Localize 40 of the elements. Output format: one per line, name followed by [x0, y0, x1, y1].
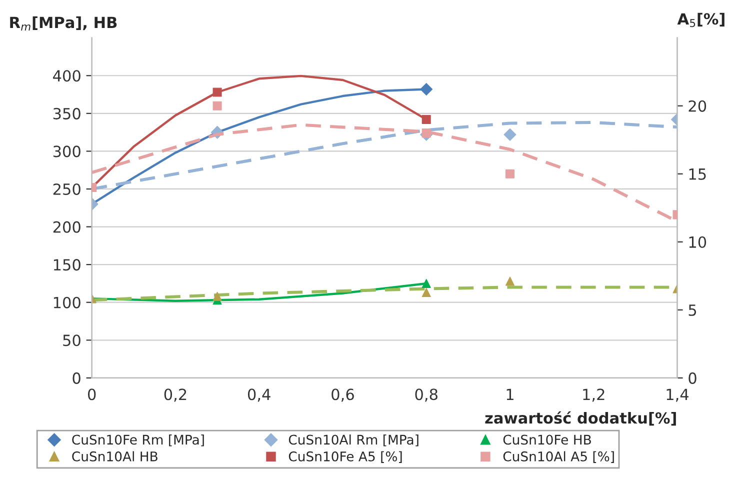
y-tick-label: 50	[63, 334, 80, 346]
y-tick-label: 200	[53, 221, 80, 233]
x-tick-label: 0,4	[248, 388, 270, 402]
y2-tick-label: 5	[688, 304, 696, 316]
y2-axis-title: A$_{5}$[%]	[677, 12, 724, 28]
x-tick-label: 0,6	[332, 388, 354, 402]
point	[422, 114, 431, 124]
y-tick-label: 100	[54, 296, 80, 308]
y-tick-label: 150	[54, 259, 80, 271]
point	[212, 88, 222, 97]
point	[422, 278, 431, 288]
y-tick-label: 250	[53, 183, 80, 196]
point	[505, 169, 515, 178]
x-tick-label: 0,8	[415, 388, 438, 402]
point	[422, 288, 431, 298]
x-tick-label: 0	[88, 388, 96, 400]
legend-label: CuSn10Fe A5 [%]	[288, 451, 402, 463]
y-tick-label: 300	[53, 146, 80, 158]
legend-label: CuSn10Al HB	[72, 451, 158, 462]
x-tick-label: 0,2	[164, 388, 186, 402]
legend-label: CuSn10Fe Rm [MPa]	[72, 434, 204, 446]
legend-label: CuSn10Al A5 [%]	[503, 451, 614, 463]
x-tick-label: 1,2	[583, 388, 604, 402]
x-tick-label: 1,4	[666, 388, 689, 402]
y-tick-label: 400	[53, 70, 80, 82]
point	[212, 101, 222, 110]
x-axis-title: zawartość dodatku[%]	[485, 411, 676, 426]
x-tick-label: 1	[506, 388, 514, 400]
legend-label: CuSn10Fe HB	[503, 434, 591, 445]
y2-tick-label: 10	[689, 236, 706, 248]
y-tick-label: 0	[72, 372, 80, 384]
y2-tick-label: 20	[688, 100, 706, 112]
point	[212, 292, 222, 301]
legend-label: CuSn10Al Rm [MPa]	[288, 434, 418, 446]
y-axis-title: R$_{m}$[MPa], HB	[10, 16, 117, 30]
point	[505, 276, 515, 286]
y2-tick-label: 15	[689, 168, 706, 180]
y-tick-label: 350	[53, 108, 80, 120]
y2-tick-label: 0	[688, 372, 696, 384]
point	[504, 128, 516, 141]
